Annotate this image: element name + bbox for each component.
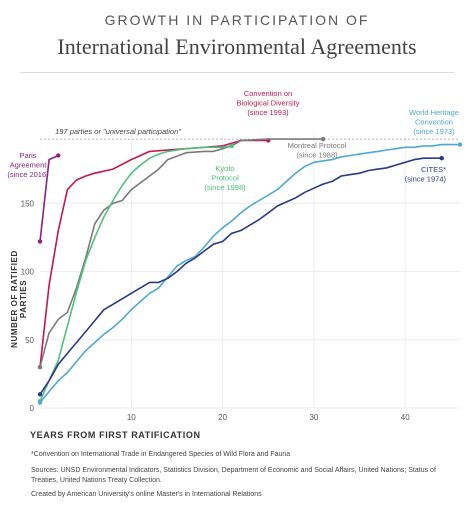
y-axis-title: NUMBER OF RATIFIED PARTIES bbox=[10, 250, 28, 348]
x-tick-label: 30 bbox=[309, 413, 318, 422]
series-label: Montreal Protocol bbox=[288, 141, 347, 150]
series-line bbox=[39, 157, 442, 395]
y-tick-label: 0 bbox=[30, 404, 35, 413]
series-line bbox=[39, 138, 323, 368]
series-start-marker bbox=[37, 364, 43, 370]
series-end-marker bbox=[457, 142, 463, 147]
series-label: Convention bbox=[415, 118, 453, 127]
reference-line-group: 197 parties or "universal participation" bbox=[40, 127, 460, 140]
chart-supertitle: GROWTH IN PARTICIPATION OF bbox=[104, 12, 370, 28]
footnote-sources: Sources: UNSD Environmental Indicators, … bbox=[31, 467, 436, 484]
series-start-marker bbox=[37, 392, 43, 397]
series-line bbox=[39, 154, 59, 242]
series-start-marker bbox=[37, 239, 43, 244]
series-label: World Heritage bbox=[409, 108, 459, 117]
series-label: Paris bbox=[19, 151, 36, 160]
x-tick-label: 20 bbox=[218, 413, 227, 422]
y-tick-label: 50 bbox=[25, 336, 34, 345]
series-label: (since 1973) bbox=[413, 127, 455, 136]
series-label: Kyoto bbox=[215, 164, 234, 173]
x-tick-label: 40 bbox=[401, 413, 410, 422]
series-end-marker bbox=[56, 153, 61, 158]
series-end-marker bbox=[320, 136, 326, 142]
series-label: (since 1993) bbox=[247, 108, 289, 117]
series-label: Convention on bbox=[244, 89, 292, 98]
series-label: (since 1988) bbox=[296, 151, 338, 160]
footnote-cites: *Convention on International Trade in En… bbox=[31, 451, 291, 458]
chart-grid bbox=[40, 135, 460, 409]
y-tick-label: 150 bbox=[21, 199, 35, 208]
series-line bbox=[39, 145, 232, 402]
chart-title: International Environmental Agreements bbox=[57, 34, 417, 59]
universal-participation-label: 197 parties or "universal participation" bbox=[55, 127, 181, 136]
series-end-marker bbox=[439, 156, 444, 161]
series-label: (since 2016) bbox=[7, 170, 49, 179]
axis-ticks: 0 50 100 150 10 20 30 40 bbox=[21, 199, 411, 422]
series-line bbox=[39, 143, 460, 404]
series-label: (since 1974) bbox=[405, 175, 447, 184]
series-label: Protocol bbox=[211, 174, 239, 183]
series-label: Agreement bbox=[10, 161, 48, 170]
series-lines bbox=[37, 136, 463, 405]
y-tick-label: 100 bbox=[21, 268, 35, 277]
x-axis-title: YEARS FROM FIRST RATIFICATION bbox=[30, 430, 201, 440]
series-label: Biological Diversity bbox=[237, 99, 300, 108]
x-tick-label: 10 bbox=[127, 413, 136, 422]
series-label: CITES* bbox=[421, 165, 446, 174]
series-end-marker bbox=[229, 143, 234, 149]
series-start-marker bbox=[37, 400, 43, 405]
footnote-credit: Created by American University's online … bbox=[31, 491, 262, 498]
title-divider bbox=[20, 72, 454, 73]
series-label: (since 1998) bbox=[204, 183, 246, 192]
